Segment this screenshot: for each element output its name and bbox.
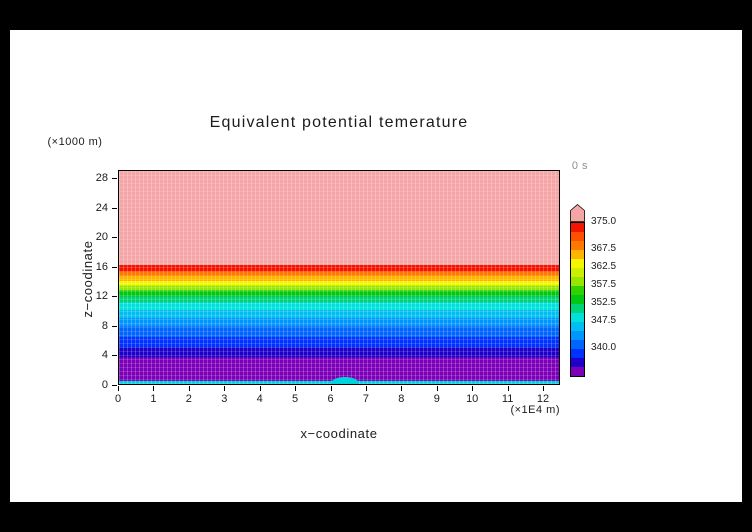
colorbar-tick-label: 340.0 bbox=[591, 342, 617, 353]
x-tick-mark bbox=[153, 386, 155, 391]
x-tick-mark bbox=[436, 386, 438, 391]
y-tick-mark bbox=[112, 207, 117, 209]
y-tick-label: 12 bbox=[95, 290, 108, 303]
x-tick-mark bbox=[118, 386, 119, 391]
colorbar-segment bbox=[571, 295, 584, 304]
colorbar-tick-label: 362.5 bbox=[591, 261, 617, 272]
x-tick-mark bbox=[365, 386, 367, 391]
y-tick-mark bbox=[112, 237, 117, 239]
x-tick-label: 1 bbox=[150, 393, 157, 405]
colorbar-segment bbox=[571, 358, 584, 367]
x-tick-label: 0 bbox=[114, 393, 122, 405]
colorbar bbox=[570, 222, 585, 377]
plot-area bbox=[118, 170, 560, 385]
colorbar-segment bbox=[571, 268, 584, 277]
x-tick-label: 10 bbox=[466, 393, 479, 405]
x-tick-mark bbox=[188, 386, 190, 391]
colorbar-segment bbox=[571, 313, 584, 322]
x-axis-label: x−coodinate bbox=[300, 426, 378, 441]
y-tick-label: 16 bbox=[95, 260, 108, 273]
y-tick-label: 20 bbox=[95, 231, 108, 244]
y-tick-label: 0 bbox=[101, 379, 108, 391]
x-tick-label: 8 bbox=[398, 393, 405, 405]
x-tick-label: 7 bbox=[362, 393, 369, 405]
warm-bubble bbox=[331, 377, 360, 384]
colorbar-arrow-icon bbox=[570, 204, 585, 222]
colorbar-segment bbox=[571, 223, 584, 232]
y-tick-label: 8 bbox=[101, 319, 108, 332]
colorbar-segment bbox=[571, 322, 584, 331]
colorbar-tick-label: 375.0 bbox=[591, 216, 617, 227]
x-tick-label: 5 bbox=[292, 393, 299, 405]
x-tick-label: 6 bbox=[327, 393, 334, 405]
colorbar-segment bbox=[571, 367, 584, 376]
y-tick-mark bbox=[112, 355, 117, 357]
colorbar-arrow-shape bbox=[570, 204, 585, 222]
x-tick-label: 9 bbox=[433, 393, 440, 405]
colorbar-segment bbox=[571, 286, 584, 295]
colorbar-segment bbox=[571, 331, 584, 340]
x-tick-label: 2 bbox=[185, 393, 192, 405]
colorbar-tick-label: 352.5 bbox=[591, 297, 617, 308]
y-tick-mark bbox=[112, 178, 117, 179]
x-axis-unit: (×1E4 m) bbox=[510, 404, 560, 416]
colorbar-segment bbox=[571, 250, 584, 259]
y-tick-mark bbox=[112, 385, 117, 386]
colorbar-segment bbox=[571, 340, 584, 349]
colorbar-segment bbox=[571, 349, 584, 358]
y-axis-unit: (×1000 m) bbox=[47, 136, 103, 148]
colorbar-tick-label: 347.5 bbox=[591, 315, 617, 326]
x-tick-mark bbox=[507, 386, 509, 391]
y-tick-label: 24 bbox=[95, 201, 108, 214]
time-label: 0 s bbox=[571, 160, 588, 172]
plot-title: Equivalent potential temerature bbox=[209, 114, 469, 131]
colorbar-tick-label: 367.5 bbox=[591, 243, 617, 254]
x-tick-label: 3 bbox=[221, 393, 228, 405]
x-tick-label: 4 bbox=[256, 393, 263, 405]
x-tick-mark bbox=[472, 386, 474, 391]
y-tick-mark bbox=[112, 325, 117, 327]
colorbar-segment bbox=[571, 277, 584, 286]
colorbar-segment bbox=[571, 304, 584, 313]
y-tick-mark bbox=[112, 266, 117, 268]
y-tick-mark bbox=[112, 296, 117, 298]
x-tick-label: 12 bbox=[536, 393, 550, 405]
x-tick-mark bbox=[224, 386, 226, 391]
x-tick-mark bbox=[330, 386, 332, 391]
y-tick-label: 28 bbox=[95, 172, 108, 184]
colorbar-segment bbox=[571, 241, 584, 250]
x-tick-label: 11 bbox=[501, 393, 514, 405]
colorbar-segment bbox=[571, 259, 584, 268]
x-tick-mark bbox=[259, 386, 261, 391]
y-tick-label: 4 bbox=[101, 349, 108, 362]
x-tick-mark bbox=[543, 386, 545, 391]
colorbar-segment bbox=[571, 232, 584, 241]
colorbar-tick-label: 357.5 bbox=[591, 279, 617, 290]
x-tick-mark bbox=[401, 386, 403, 391]
x-tick-mark bbox=[295, 386, 297, 391]
plot-canvas: Equivalent potential temerature (×1000 m… bbox=[10, 30, 742, 502]
